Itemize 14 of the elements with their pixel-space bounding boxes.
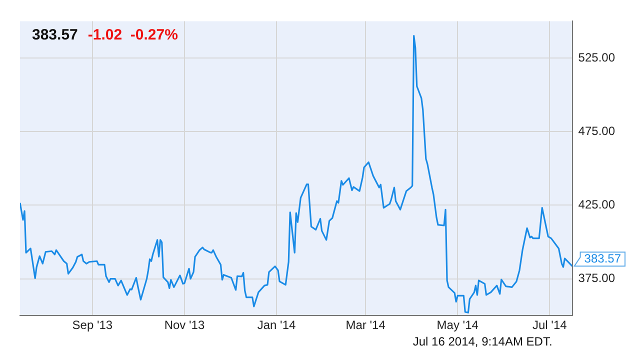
x-tick-label: Jan '14 <box>257 318 296 332</box>
chart-title: 383.57 <box>32 26 78 44</box>
chart-subtitle: -1.02 -0.27% <box>88 26 178 44</box>
x-tick-label: May '14 <box>436 318 479 332</box>
x-tick-label: Mar '14 <box>346 318 386 332</box>
x-tick-label: Nov '13 <box>164 318 205 332</box>
y-tick-label: 525.00 <box>578 50 616 64</box>
x-tick-label: Jul '14 <box>532 318 568 332</box>
text: Jul 16 2014, 9:14AM EDT. <box>412 334 552 348</box>
x-tick-label: Sep '13 <box>72 318 113 332</box>
annotation: 383.57 <box>584 251 622 266</box>
y-tick-label: 425.00 <box>578 198 616 212</box>
y-tick-label: 375.00 <box>578 271 616 286</box>
y-tick-label: 475.00 <box>578 124 616 138</box>
